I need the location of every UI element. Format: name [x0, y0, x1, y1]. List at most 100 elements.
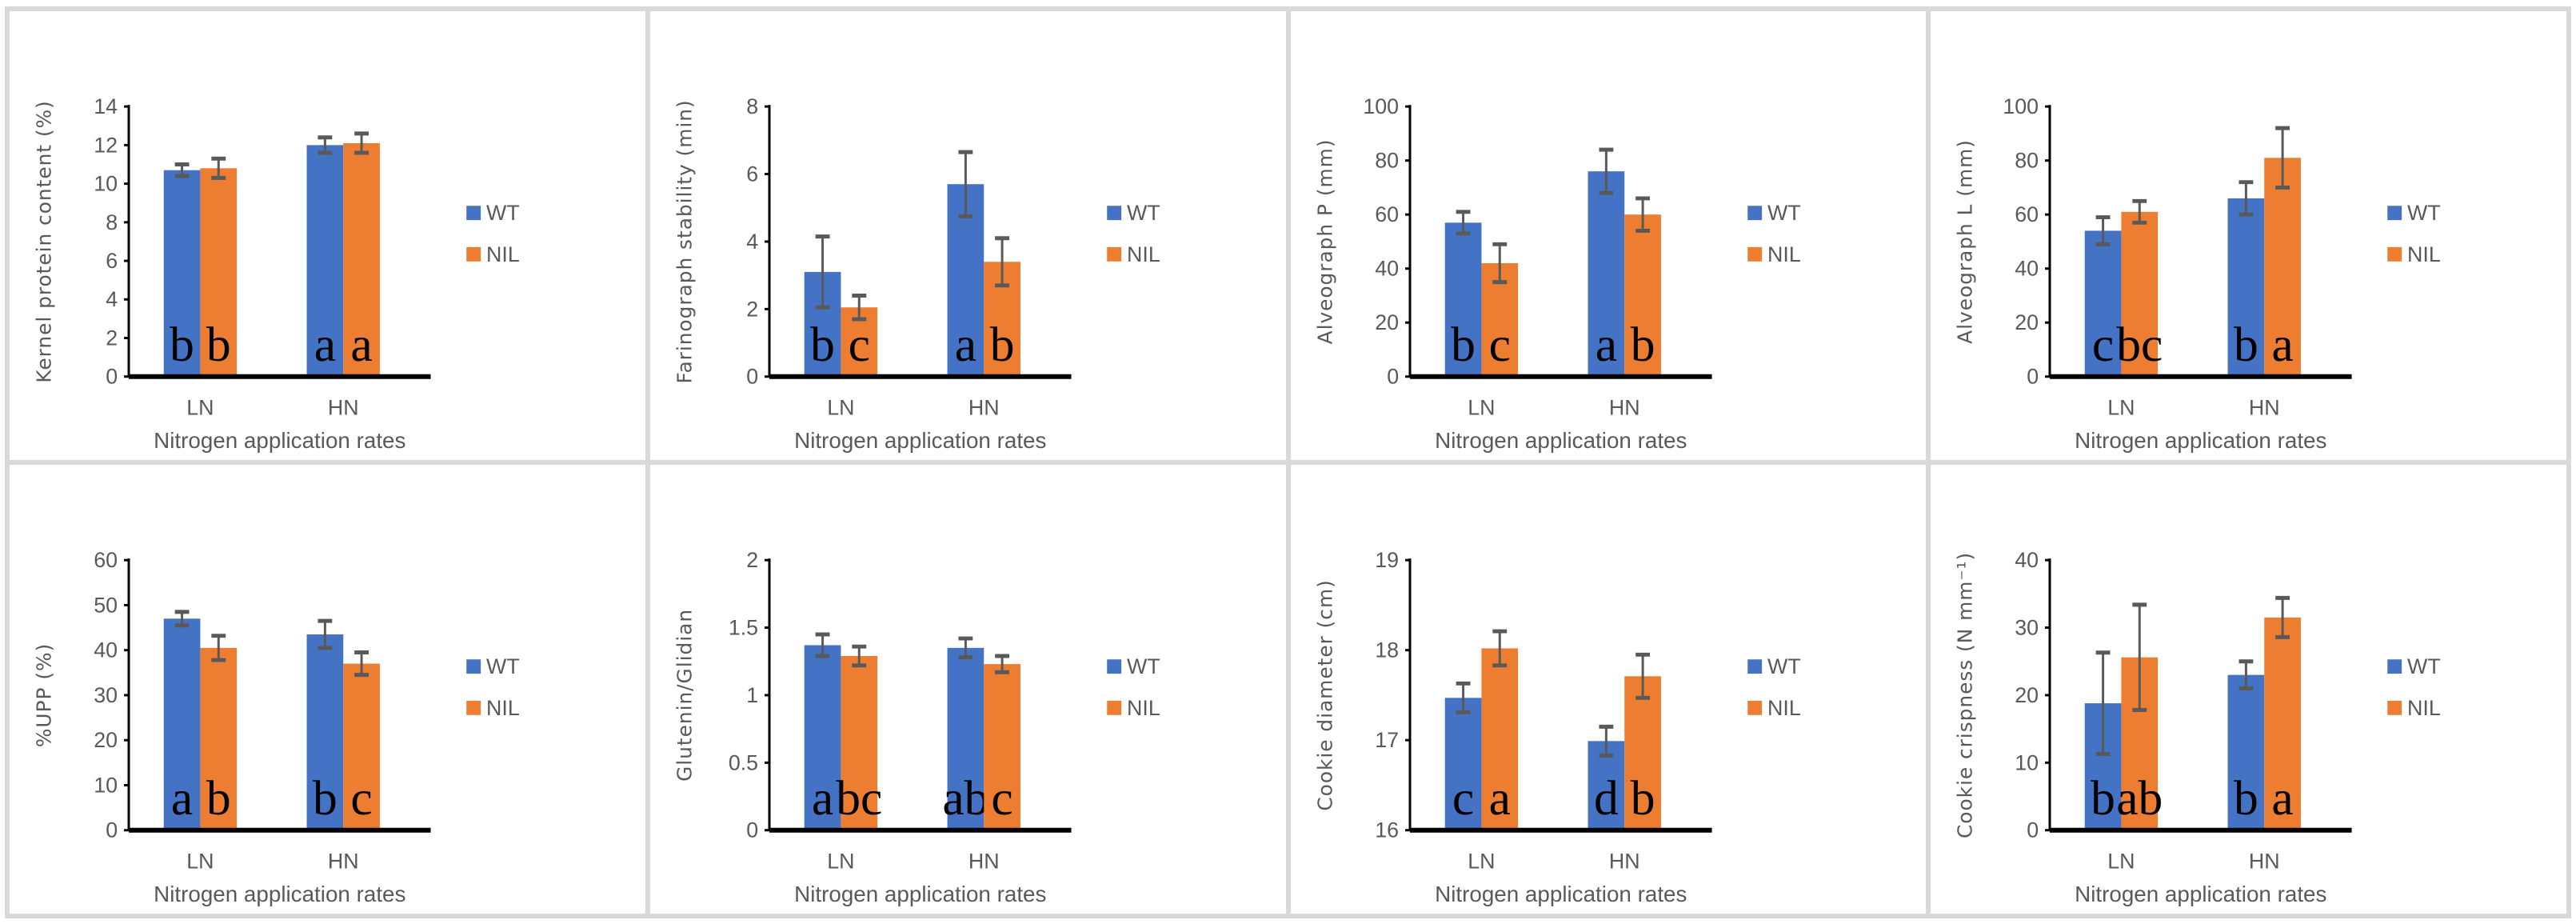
category-label: HN	[968, 849, 1000, 873]
category-label: HN	[2249, 395, 2280, 419]
bar-nil-ln	[200, 647, 238, 830]
legend-swatch-nil	[2387, 246, 2402, 262]
significance-letter: ab	[2116, 771, 2163, 826]
bar-nil-hn	[343, 663, 380, 830]
y-tick-label: 80	[2015, 149, 2039, 173]
panel-alveograph-l: 0 20 40 60 80 100 c bc LN b a HN Nitrogen applicatio…	[1931, 11, 2566, 460]
legend-swatch-wt	[1106, 206, 1121, 221]
bar-nil-ln	[2121, 211, 2159, 377]
x-axis-title: Nitrogen application rates	[794, 428, 1046, 453]
bar-nil-hn	[343, 142, 380, 377]
y-tick-label: 6	[106, 249, 118, 273]
legend-label-wt: WT	[2407, 654, 2441, 678]
y-tick-label: 40	[94, 638, 118, 662]
bar-wt-hn	[2227, 198, 2265, 377]
category-label: HN	[968, 395, 1000, 419]
significance-letter: a	[2272, 771, 2294, 826]
y-tick-label: 4	[106, 287, 118, 311]
legend-swatch-wt	[1747, 659, 1762, 674]
y-tick-label: 17	[1375, 728, 1399, 752]
category-label: LN	[827, 395, 854, 419]
y-axis-title: Glutenin/Glidian	[673, 609, 696, 782]
significance-letter: b	[206, 771, 231, 826]
significance-letter: b	[2234, 318, 2258, 372]
y-tick-label: 40	[2015, 257, 2039, 281]
category-label: HN	[328, 849, 359, 873]
y-tick-label: 4	[746, 230, 758, 254]
panel-alveograph-p: 0 20 40 60 80 100 b c LN a b HN Nitrogen application…	[1290, 11, 1927, 460]
y-axis-title: Kernel protein content (%)	[33, 100, 56, 382]
legend-swatch-wt	[2387, 659, 2402, 674]
legend-label-wt: WT	[1767, 654, 1801, 678]
y-tick-label: 60	[94, 548, 118, 572]
category-label: LN	[2108, 395, 2135, 419]
significance-letter: c	[991, 771, 1012, 826]
y-tick-label: 12	[94, 133, 118, 157]
bar-chart: 0 0.5 1 1.5 2 a bc LN ab c HN Nitrogen application …	[673, 548, 1160, 906]
significance-letter: b	[1630, 318, 1655, 372]
bar-nil-ln	[200, 168, 238, 377]
x-axis-title: Nitrogen application rates	[1435, 428, 1687, 453]
legend-swatch-nil	[1747, 246, 1762, 262]
y-tick-label: 60	[1375, 202, 1399, 226]
bar-nil-ln	[841, 655, 877, 830]
y-tick-label: 40	[2015, 548, 2039, 572]
significance-letter: a	[2272, 318, 2294, 372]
significance-letter: a	[314, 318, 336, 372]
bar-wt-hn	[947, 647, 984, 830]
y-tick-label: 100	[1363, 94, 1399, 118]
legend-label-wt: WT	[486, 654, 520, 678]
y-tick-label: 19	[1375, 548, 1399, 572]
legend-label-wt: WT	[1127, 201, 1160, 225]
category-label: LN	[1468, 849, 1495, 873]
category-label: HN	[1608, 849, 1639, 873]
y-tick-label: 6	[746, 162, 758, 186]
panel-farinograph-stability: 0 2 4 6 8 b c LN a b HN Nitrogen application rates F…	[649, 11, 1286, 460]
y-tick-label: 0	[1387, 365, 1399, 389]
legend-swatch-nil	[1106, 246, 1121, 262]
legend-swatch-wt	[466, 659, 481, 674]
bar-chart: 16 17 18 19 c a LN d b HN Nitrogen application rat…	[1313, 548, 1801, 906]
legend-swatch-nil	[1747, 700, 1762, 715]
bar-nil-ln	[1480, 648, 1518, 830]
y-tick-label: 8	[106, 210, 118, 234]
y-tick-label: 40	[1375, 257, 1399, 281]
legend-swatch-nil	[466, 700, 481, 715]
bar-nil-hn	[2264, 617, 2302, 830]
legend-label-wt: WT	[486, 201, 520, 225]
y-tick-label: 0.5	[729, 750, 758, 774]
legend-swatch-nil	[2387, 700, 2402, 715]
legend-swatch-wt	[2387, 206, 2402, 221]
panel-upp: 0 10 20 30 40 50 60 a b LN b c HN Nitrogen applicatio…	[10, 465, 645, 914]
y-tick-label: 2	[746, 297, 758, 321]
y-tick-label: 18	[1375, 638, 1399, 662]
significance-letter: c	[2092, 318, 2114, 372]
legend-swatch-wt	[466, 206, 481, 221]
y-tick-label: 0	[746, 365, 758, 389]
y-tick-label: 1	[746, 683, 758, 707]
legend-label-nil: NIL	[486, 696, 520, 720]
x-axis-title: Nitrogen application rates	[2075, 882, 2326, 906]
significance-letter: d	[1594, 771, 1619, 826]
x-axis-title: Nitrogen application rates	[794, 882, 1046, 906]
bar-chart: 0 20 40 60 80 100 c bc LN b a HN Nitrogen applicatio…	[1954, 94, 2441, 453]
y-tick-label: 30	[2015, 615, 2039, 639]
y-axis-title: Farinograph stability (min)	[673, 99, 696, 383]
significance-letter: b	[810, 318, 835, 372]
significance-letter: a	[812, 771, 833, 826]
y-tick-label: 0	[2027, 818, 2039, 842]
y-tick-label: 20	[94, 728, 118, 752]
legend-label-nil: NIL	[1767, 696, 1801, 720]
significance-letter: bc	[836, 771, 882, 826]
y-tick-label: 0	[2027, 365, 2039, 389]
y-tick-label: 2	[746, 548, 758, 572]
significance-letter: a	[1595, 318, 1616, 372]
legend-label-nil: NIL	[1767, 242, 1801, 266]
bar-wt-ln	[1444, 698, 1481, 830]
y-axis-title: Alveograph P (mm)	[1313, 139, 1336, 345]
significance-letter: b	[313, 771, 337, 826]
y-tick-label: 20	[1375, 310, 1399, 334]
